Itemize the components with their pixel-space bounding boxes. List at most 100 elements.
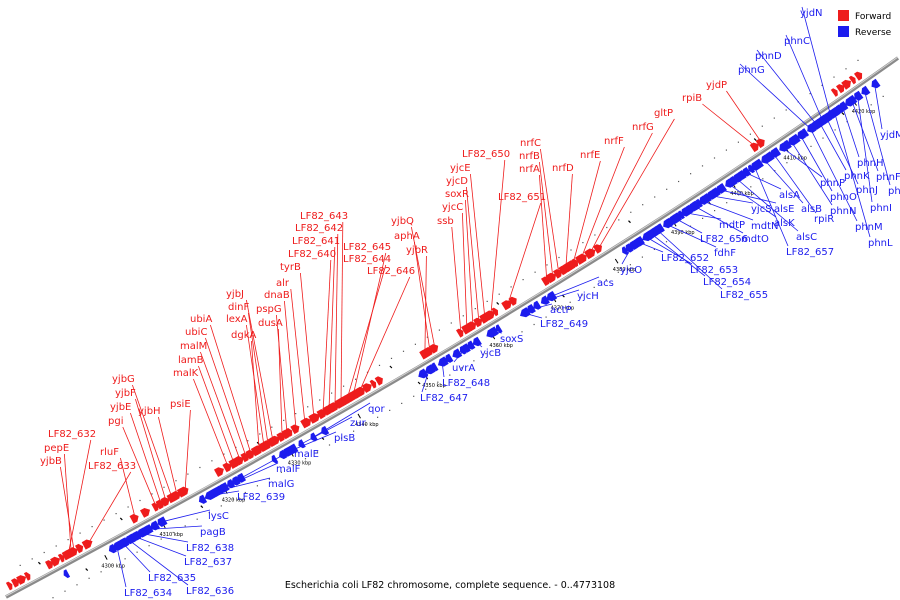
leader-LF82_642	[334, 233, 339, 407]
legend-forward-swatch	[838, 10, 849, 21]
gene-arrow-unlabeled	[452, 348, 463, 359]
leader-yjdN	[801, 6, 831, 116]
gene-label-yjcB: yjcB	[480, 348, 501, 359]
leader-phnM	[810, 128, 858, 222]
spacer-dot	[726, 202, 728, 204]
leader-nrfE	[572, 160, 601, 265]
spacer-dot	[593, 286, 595, 288]
spacer-dot	[196, 518, 198, 520]
spacer-dot	[377, 416, 379, 418]
gene-label-phnP: phnP	[820, 178, 845, 189]
gene-label-LF82_641: LF82_641	[292, 236, 340, 247]
spacer-dot	[426, 336, 428, 338]
leader-phnL	[834, 112, 871, 238]
gene-arrow-unlabeled	[841, 79, 851, 90]
spacer-dot	[292, 464, 294, 467]
leader-LF82_641	[328, 246, 336, 410]
leader-yjcS	[710, 195, 754, 204]
tick-label: 4410 kbp	[783, 156, 807, 162]
spacer-dot	[822, 137, 824, 139]
gene-arrow-rpiB	[749, 142, 759, 153]
spacer-dot	[414, 343, 416, 345]
gene-label-LF82_650: LF82_650	[462, 149, 510, 160]
spacer-dot	[762, 178, 764, 180]
gene-label-psiE: psiE	[170, 399, 191, 410]
leader-LF82_640	[322, 259, 332, 414]
spacer-dot	[401, 402, 403, 404]
leader-LF82_648	[441, 362, 445, 378]
gene-arrow-malG	[214, 485, 224, 495]
gene-arrow-psiE	[179, 486, 189, 497]
gene-arrow-unlabeled	[291, 443, 299, 453]
gene-label-yjbJ: yjbJ	[226, 289, 244, 300]
gene-label-LF82_648: LF82_648	[442, 378, 490, 389]
gene-arrow-nrfD	[560, 264, 569, 275]
gene-label-lamB: lamB	[178, 355, 204, 366]
gene-label-pgi: pgi	[108, 416, 123, 427]
gene-label-plsB: plsB	[334, 433, 355, 444]
gene-arrow-mdtP	[681, 207, 691, 217]
leader-yjcO	[621, 245, 633, 265]
leader-rluF	[120, 457, 136, 519]
leader-malG	[217, 477, 271, 492]
leader-phnP	[782, 147, 823, 178]
leader-soxS	[493, 331, 503, 334]
leader-yjdP	[726, 90, 762, 143]
spacer-dot	[365, 423, 367, 425]
leader-lamB	[198, 365, 235, 464]
gene-arrow-unlabeled	[445, 353, 454, 363]
gene-arrow-alr	[300, 419, 308, 429]
leader-acs	[552, 276, 600, 297]
leader-yjcD	[466, 186, 480, 322]
gene-label-LF82_646: LF82_646	[367, 266, 415, 277]
gene-label-aphA: aphA	[394, 231, 420, 242]
spacer-dot	[64, 590, 66, 592]
gene-label-qor: qor	[368, 404, 385, 415]
gene-arrow-unlabeled	[418, 368, 429, 379]
spacer-dot	[522, 279, 524, 281]
gene-label-yjcS: yjcS	[751, 204, 772, 215]
gene-arrow-LF82_650	[484, 310, 495, 321]
gene-arrow-LF82_633	[81, 539, 93, 550]
spacer-dot	[533, 323, 535, 326]
gene-label-phnN: phnN	[830, 206, 857, 217]
leader-qor	[312, 402, 371, 438]
gene-label-yjdM: yjdM	[880, 130, 900, 141]
gene-label-LF82_640: LF82_640	[288, 249, 336, 260]
leader-malE	[234, 447, 297, 482]
spacer-dot	[713, 157, 716, 159]
leader-yjbH	[158, 416, 178, 496]
leader-yjcB	[475, 341, 483, 348]
gene-arrow-yjcD	[473, 317, 483, 328]
spacer-dot	[558, 256, 560, 259]
spacer-dot	[785, 109, 787, 111]
leader-phnH	[842, 106, 860, 158]
leader-fdhF	[666, 223, 717, 248]
leader-rpiR	[773, 153, 817, 214]
gene-label-phnM: phnM	[855, 222, 883, 233]
gene-label-acs: acs	[597, 278, 614, 289]
spacer-dot	[581, 294, 583, 296]
gene-arrow-phnD	[813, 119, 823, 129]
leader-dgkA	[251, 340, 260, 450]
spacer-dot	[340, 437, 343, 439]
leader-phnK	[819, 122, 847, 171]
leader-LF82_652	[638, 241, 664, 253]
spacer-dot	[689, 225, 692, 227]
spacer-dot	[618, 219, 620, 221]
gap-mark	[200, 505, 204, 509]
leader-aphA	[414, 241, 431, 352]
spacer-dot	[630, 211, 632, 213]
leader-alsC	[736, 178, 799, 232]
gene-arrow-LF82_638	[136, 527, 148, 538]
gene-arrow-unlabeled	[361, 383, 372, 393]
leader-tyrB	[300, 272, 315, 419]
gene-arrow-soxS	[489, 326, 499, 336]
spacer-dot	[280, 471, 282, 473]
gene-arrow-rpiR	[770, 148, 780, 158]
spacer-dot	[139, 499, 141, 502]
gene-label-pepE: pepE	[44, 443, 69, 454]
spacer-dot	[882, 95, 884, 97]
spacer-dot	[594, 234, 596, 236]
